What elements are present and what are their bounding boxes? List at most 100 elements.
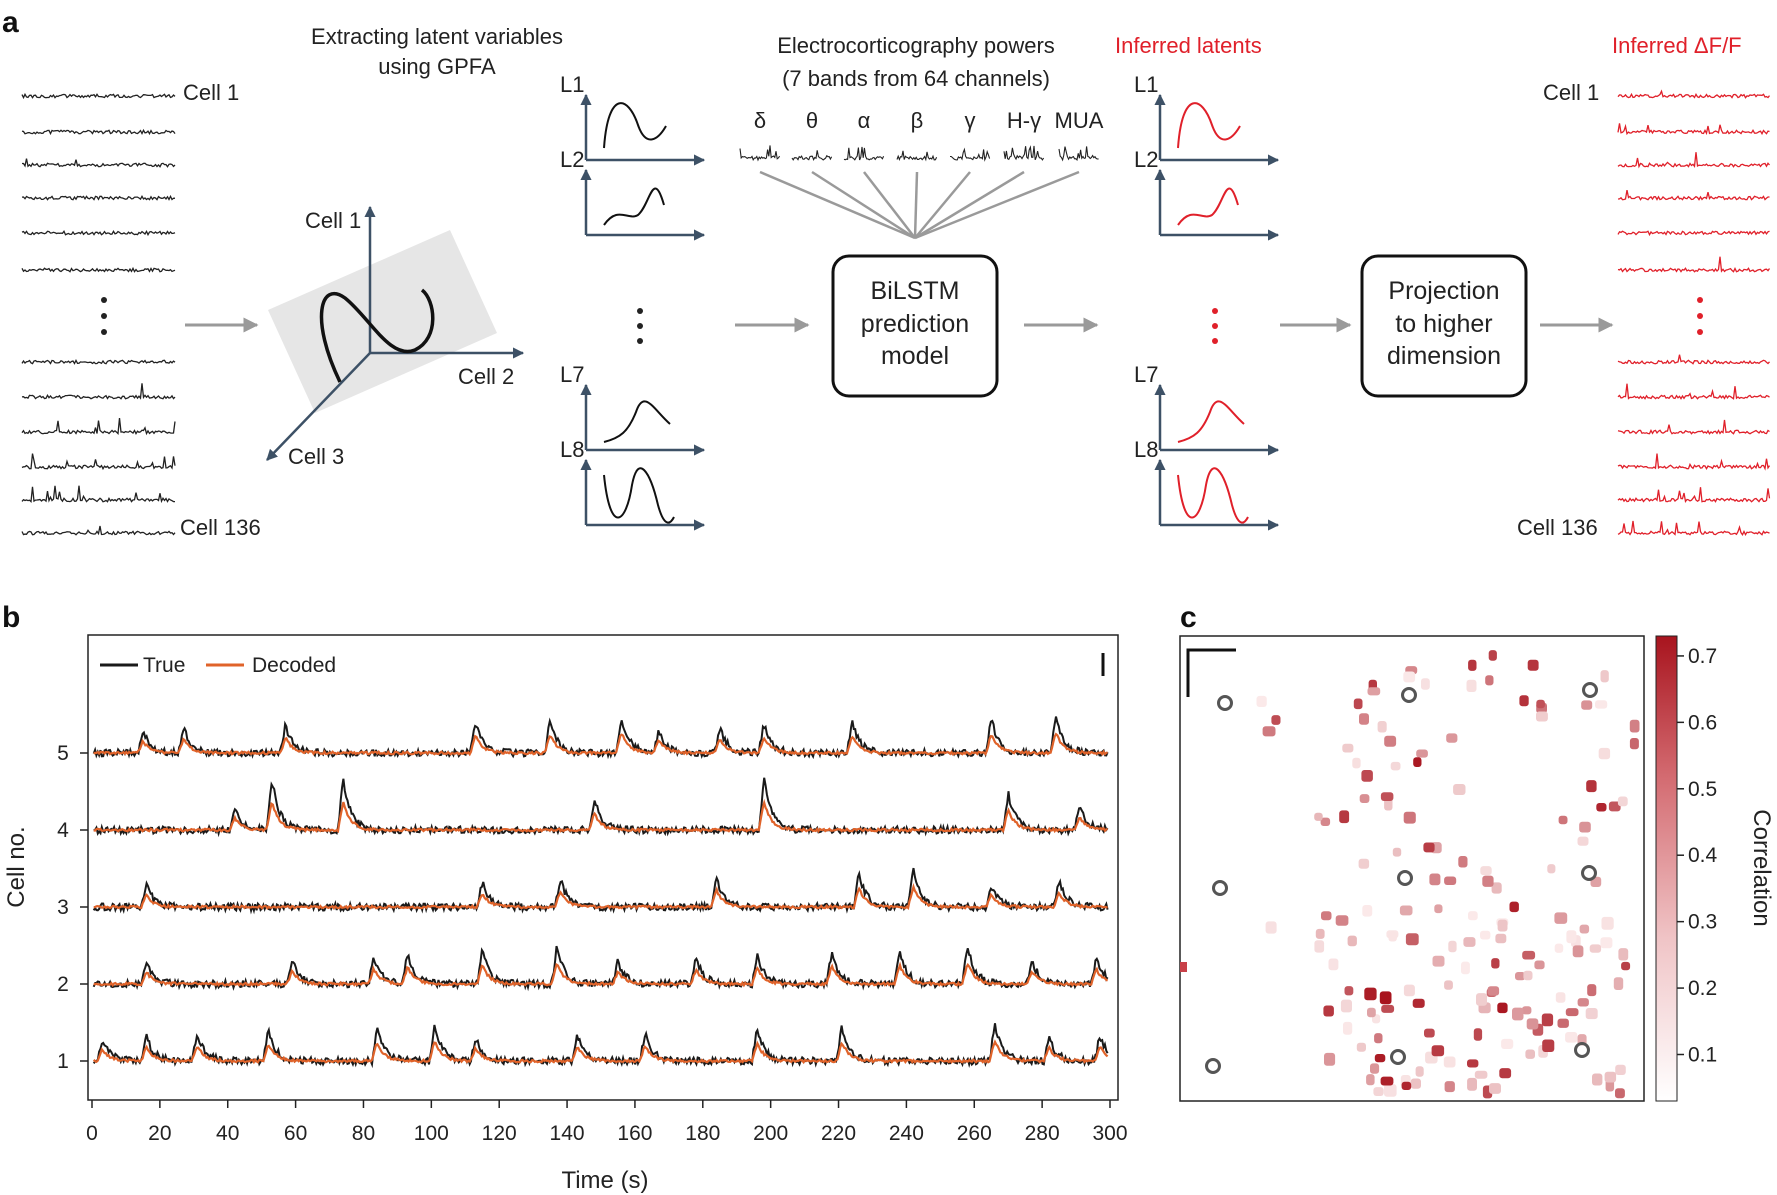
y-axis-label: Cell no. (3, 826, 30, 907)
axis-cell3 (266, 352, 371, 461)
cell-roi (1373, 1087, 1384, 1096)
cell-roi (1446, 733, 1458, 743)
highlighted-cell-circle (1401, 687, 1417, 703)
cell-roi (1581, 700, 1593, 710)
x-tick-label: 140 (550, 1122, 585, 1145)
axis-cell2-label: Cell 2 (458, 364, 514, 389)
projection-line-1: Projection (1388, 277, 1499, 305)
cell-roi (1565, 1008, 1579, 1017)
ecog-title-1: Electrocorticography powers (777, 33, 1055, 58)
highlighted-cell-circle (1574, 1042, 1590, 1058)
cell-roi (1384, 798, 1393, 811)
cell-roi (1579, 821, 1591, 833)
band-trace (950, 147, 991, 162)
cell-roi (1466, 679, 1477, 692)
cell-roi (1271, 715, 1281, 725)
x-tick-label: 80 (352, 1122, 375, 1145)
cell-roi (1601, 916, 1614, 930)
cell-roi (1374, 1033, 1383, 1044)
cell-roi (1359, 794, 1370, 803)
panel-b-axes: 0 20 40 60 80 100 120 140 160 180 200 220 240 260 280 3… (57, 742, 1127, 1145)
input-trace (21, 266, 176, 273)
decoded-trace-cell-3 (93, 882, 1108, 911)
inferred-trace (1617, 230, 1770, 237)
cell-roi (1482, 875, 1494, 887)
band-label: H-γ (1007, 108, 1041, 133)
x-tick-label: 200 (753, 1122, 788, 1145)
true-trace-cell-3 (92, 867, 1109, 915)
cell-roi (1555, 992, 1566, 1003)
cell-roi (1526, 1018, 1539, 1030)
inferred-latents-ellipsis (1212, 308, 1218, 344)
latent-curve (603, 187, 665, 226)
decoded-trace-cell-5 (93, 732, 1108, 757)
input-trace (21, 358, 176, 365)
band-label: γ (965, 108, 976, 133)
cell-roi (1415, 1066, 1424, 1077)
panel-c: c 0.7 0.6 0.5 0.4 0.3 0.2 0.1 Correlation (1179, 601, 1775, 1102)
latent-label: L2 (560, 147, 584, 172)
cell-roi (1380, 792, 1394, 801)
decoded-trace-cell-2 (93, 961, 1109, 988)
cell-roi (1547, 864, 1556, 874)
cell-roi (1399, 905, 1413, 916)
plot-frame (87, 634, 1119, 1101)
band-label: θ (806, 108, 818, 133)
latent-label: L8 (560, 437, 584, 462)
right-ellipsis (1697, 297, 1703, 335)
colorbar-tick-label: 0.7 (1688, 645, 1717, 668)
band-trace (791, 150, 833, 162)
inferred-trace (1617, 152, 1770, 169)
cell-roi (1499, 1068, 1512, 1079)
cell-roi (1491, 882, 1502, 894)
cell-roi (1388, 931, 1397, 942)
cell-roi (1403, 811, 1416, 824)
cell-roi (1586, 780, 1597, 793)
cell-roi (1577, 836, 1589, 846)
latent-curve (1177, 102, 1241, 149)
input-trace (21, 453, 176, 471)
cell-roi (1424, 1028, 1435, 1038)
cell-roi (1343, 1021, 1353, 1035)
inferred-trace (1617, 354, 1770, 365)
cell-roi (1256, 695, 1267, 707)
decoded-trace-cell-1 (92, 1039, 1109, 1065)
x-tick-label: 120 (482, 1122, 517, 1145)
latents-ellipsis (637, 308, 643, 344)
projection-line-3: dimension (1387, 342, 1501, 370)
cell-roi (1384, 735, 1397, 747)
cell-roi (1262, 726, 1276, 737)
highlighted-cell-circle (1205, 1058, 1221, 1074)
cell-roi (1615, 1064, 1626, 1075)
cell-roi (1497, 1002, 1508, 1014)
cell-roi (1458, 856, 1468, 868)
gpfa-latents: L1 L2 L7 L8 (560, 72, 706, 531)
cell-roi (1412, 998, 1425, 1008)
cell-roi (1522, 950, 1536, 960)
cell-roi (1362, 905, 1373, 917)
cell-136-label: Cell 136 (180, 515, 261, 540)
cell-roi (1444, 980, 1453, 990)
cell-roi (1557, 1018, 1569, 1028)
band-trace (1003, 145, 1045, 161)
axis-cell1-label: Cell 1 (305, 208, 361, 233)
cell-roi (1554, 943, 1564, 953)
cell-roi (1367, 1007, 1376, 1018)
latent-label: L7 (560, 362, 584, 387)
cell-roi (1463, 937, 1476, 947)
colorbar-tick-label: 0.6 (1688, 711, 1717, 734)
cell-roi (1577, 998, 1589, 1007)
cell-roi (1468, 911, 1478, 921)
cell-roi (1180, 962, 1187, 972)
inferred-trace (1617, 383, 1770, 400)
input-trace (21, 128, 176, 136)
band-label: MUA (1055, 108, 1104, 133)
cell-roi (1579, 924, 1590, 934)
x-tick-label: 160 (617, 1122, 652, 1145)
x-tick-label: 220 (821, 1122, 856, 1145)
colorbar-title: Correlation (1748, 809, 1775, 926)
band-trace (843, 146, 885, 161)
cell-roi (1512, 1007, 1524, 1021)
highlighted-cell-circle (1581, 865, 1597, 881)
cell-roi (1340, 999, 1352, 1013)
